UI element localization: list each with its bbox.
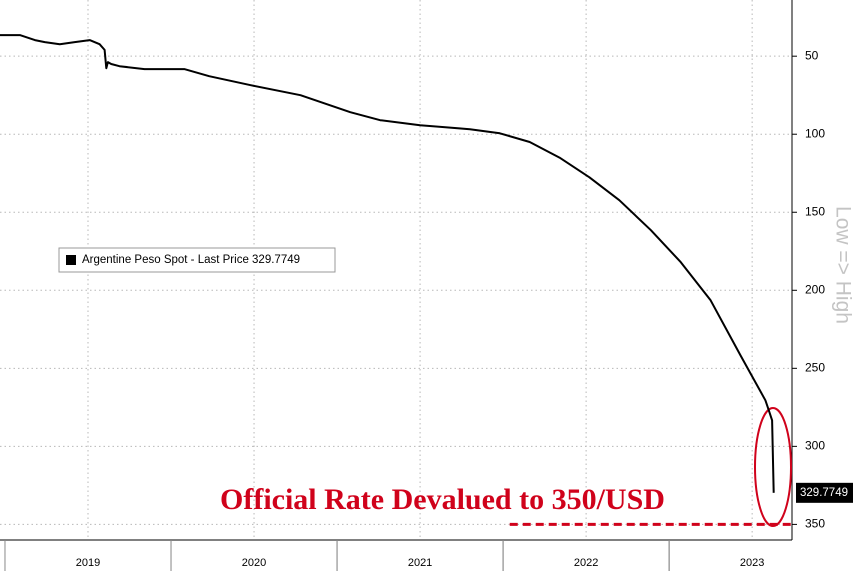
last-value-tag bbox=[796, 482, 853, 503]
x-tick-label: 2021 bbox=[408, 557, 432, 569]
annotation: Official Rate Devalued to 350/USD bbox=[220, 483, 665, 516]
highlight-ellipse bbox=[754, 407, 792, 527]
legend-swatch bbox=[66, 255, 76, 265]
y-tick-label: 150 bbox=[805, 204, 825, 218]
x-tick-label: 2019 bbox=[76, 557, 100, 569]
legend-label: Argentine Peso Spot - Last Price 329.774… bbox=[82, 254, 300, 266]
price-line bbox=[0, 34, 775, 493]
x-tick-label: 2023 bbox=[740, 557, 764, 569]
legend-box bbox=[58, 247, 336, 273]
y-tick-label: 300 bbox=[805, 439, 825, 453]
y-tick-label: 250 bbox=[805, 360, 825, 374]
y-tick-label: 50 bbox=[805, 48, 819, 62]
x-tick-label: 2022 bbox=[574, 557, 598, 569]
y-tick-label: 100 bbox=[805, 126, 825, 140]
y-tick-label: 350 bbox=[805, 517, 825, 531]
y-axis-title: Low => High bbox=[831, 206, 854, 324]
last-value-label: 329.7749 bbox=[800, 487, 848, 499]
x-tick-label: 2020 bbox=[242, 557, 266, 569]
y-tick-label: 200 bbox=[805, 282, 825, 296]
